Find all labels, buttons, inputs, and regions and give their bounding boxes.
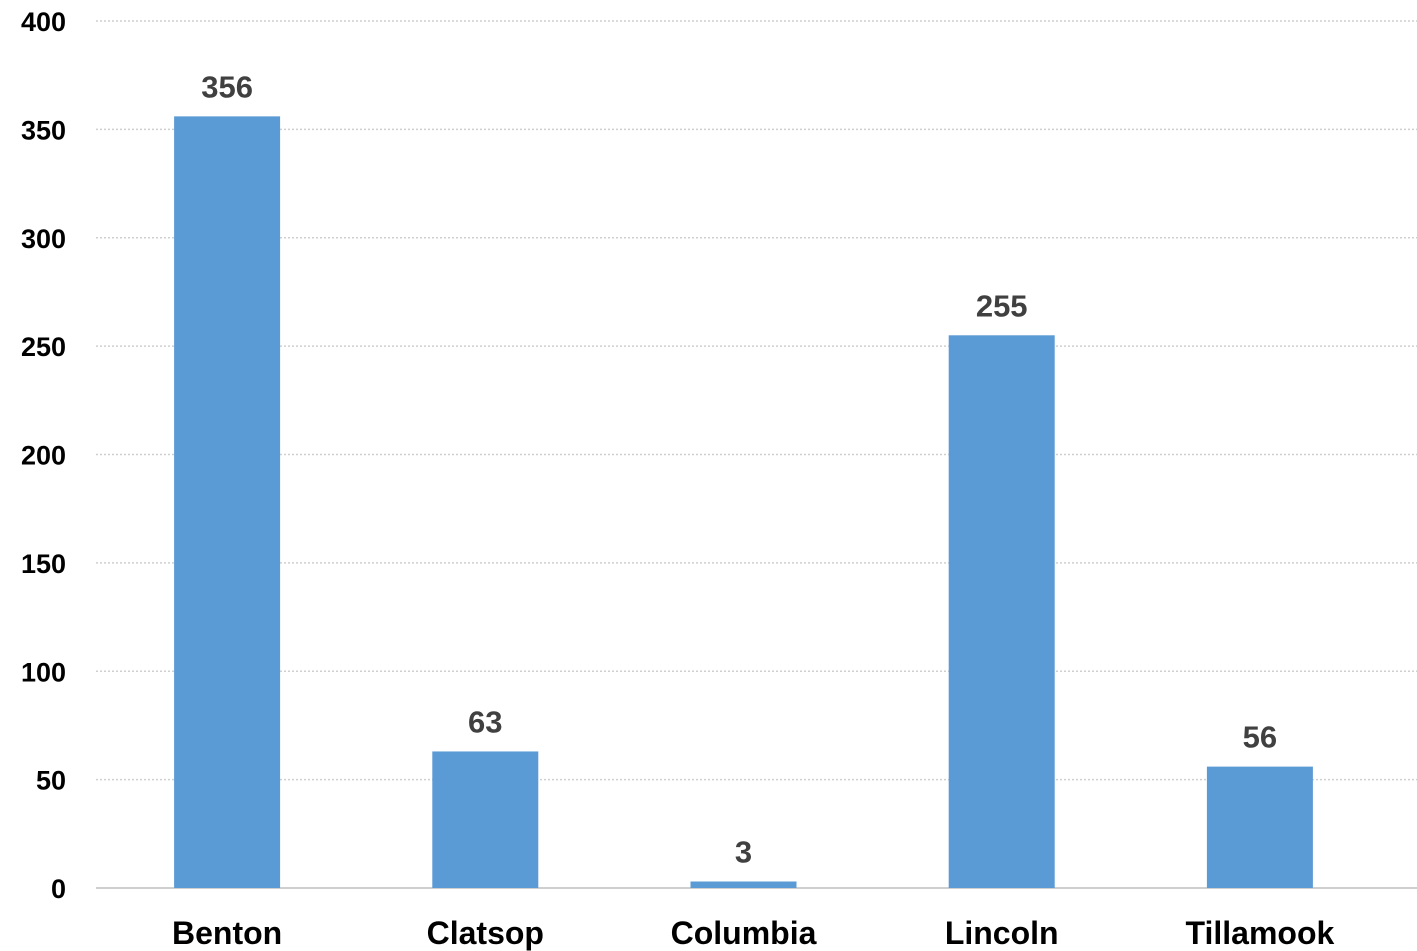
bars xyxy=(174,116,1313,889)
y-tick-label: 100 xyxy=(21,657,66,687)
x-axis-ticks: Benton Clatsop Columbia Lincoln Tillamook xyxy=(172,915,1334,951)
data-label-lincoln: 255 xyxy=(976,288,1028,323)
x-tick-label-benton: Benton xyxy=(172,915,282,951)
data-label-benton: 356 xyxy=(201,69,253,104)
x-tick-label-tillamook: Tillamook xyxy=(1186,915,1335,951)
y-axis-ticks: 0 50 100 150 200 250 300 350 400 xyxy=(21,7,66,904)
gridlines xyxy=(96,20,1417,889)
data-labels: 356 63 3 255 56 xyxy=(201,69,1277,869)
y-tick-label: 200 xyxy=(21,441,66,471)
bar-clatsop xyxy=(432,751,539,888)
data-label-columbia: 3 xyxy=(735,834,752,869)
y-tick-label: 300 xyxy=(21,224,66,254)
x-tick-label-columbia: Columbia xyxy=(671,915,817,951)
data-label-tillamook: 56 xyxy=(1243,720,1277,755)
x-tick-label-clatsop: Clatsop xyxy=(427,915,544,951)
bar-lincoln xyxy=(948,335,1055,889)
x-tick-label-lincoln: Lincoln xyxy=(945,915,1059,951)
bar-tillamook xyxy=(1206,766,1313,888)
data-label-clatsop: 63 xyxy=(468,704,502,739)
y-tick-label: 150 xyxy=(21,549,66,579)
y-tick-label: 250 xyxy=(21,332,66,362)
bar-benton xyxy=(174,116,281,889)
bar-columbia xyxy=(690,881,797,888)
y-tick-label: 350 xyxy=(21,115,66,145)
y-tick-label: 0 xyxy=(51,874,66,904)
y-tick-label: 400 xyxy=(21,7,66,37)
y-tick-label: 50 xyxy=(36,766,66,796)
